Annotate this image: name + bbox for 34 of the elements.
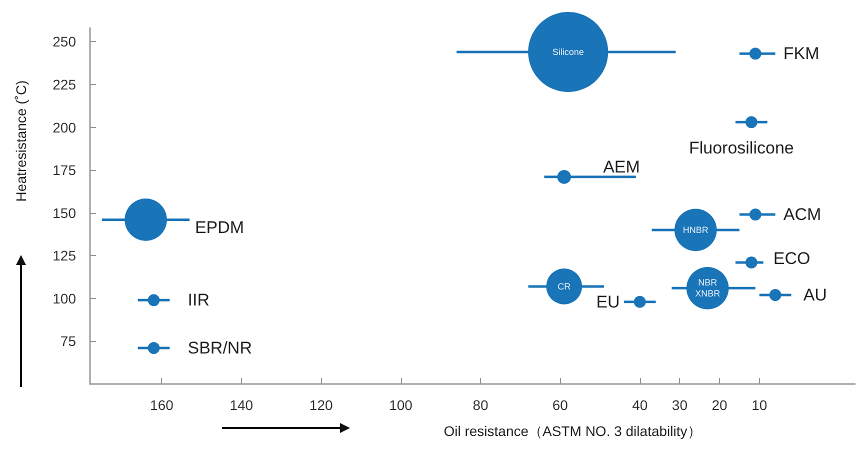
y-tick-label: 75 xyxy=(60,333,76,350)
x-tick-label: 80 xyxy=(472,397,488,413)
x-tick-label: 60 xyxy=(552,397,568,413)
y-tick-label: 250 xyxy=(52,34,76,50)
series-label: Silicone xyxy=(552,46,584,57)
y-tick-label: 175 xyxy=(52,162,76,178)
y-tick-label: 225 xyxy=(52,76,76,92)
series-label: ECO xyxy=(773,248,810,268)
x-tick-label: 10 xyxy=(752,397,768,413)
x-tick-label: 30 xyxy=(672,397,688,413)
y-tick-label: 150 xyxy=(52,204,76,221)
x-tick-label: 160 xyxy=(150,397,174,413)
series-label: IIR xyxy=(188,290,210,310)
series-label: FKM xyxy=(783,44,820,64)
series-label: ACM xyxy=(783,205,822,224)
series-label: Fluorosilicone xyxy=(688,138,794,158)
x-tick-label: 100 xyxy=(389,397,413,413)
series-label: EU xyxy=(596,292,620,312)
series-label: AU xyxy=(803,286,827,304)
series-label: CR xyxy=(558,281,572,292)
series-label: AEM xyxy=(603,157,640,176)
x-tick-label: 20 xyxy=(712,397,728,413)
x-axis-title: Oil resistance（ASTM NO. 3 dilatability） xyxy=(444,423,702,439)
x-tick-label: 140 xyxy=(230,397,254,413)
series-label: NBR XNBR xyxy=(695,278,721,299)
x-tick-label: 40 xyxy=(632,397,648,413)
series-label: SBR/NR xyxy=(188,338,252,358)
series-label: EPDM xyxy=(194,218,244,238)
y-axis-title: Heatresistance (˚C) xyxy=(13,80,29,202)
series-label: HNBR xyxy=(682,224,709,235)
x-tick-label: 120 xyxy=(309,397,333,413)
y-tick-label: 100 xyxy=(52,290,76,306)
y-tick-label: 200 xyxy=(52,119,76,136)
y-tick-label: 125 xyxy=(52,248,76,264)
